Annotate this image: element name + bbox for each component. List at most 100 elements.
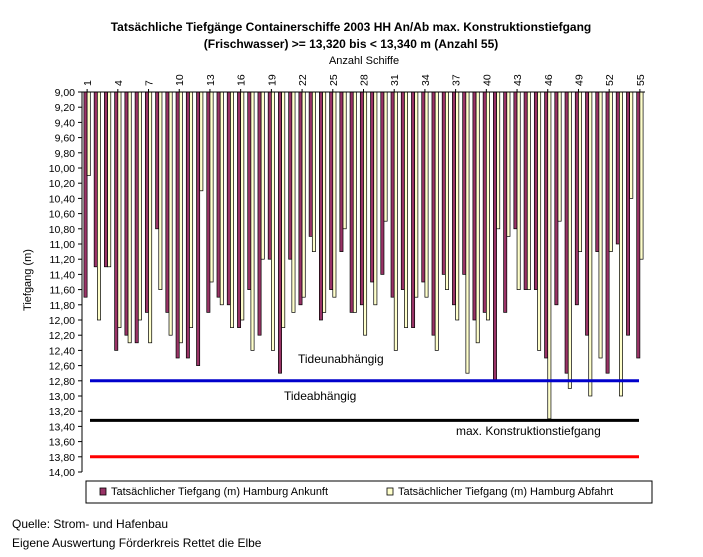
bar-ankunft-40: [482, 91, 487, 313]
chart-title-line1: Tatsächliche Tiefgänge Containerschiffe …: [111, 20, 592, 34]
x-tick-label: 19: [266, 74, 278, 86]
bar-abfahrt-27: [352, 91, 357, 313]
bar-ankunft-16: [237, 91, 242, 328]
bar-ankunft-31: [390, 91, 395, 298]
x-tick-label: 1: [82, 80, 94, 86]
y-tick-label: 13,00: [49, 391, 75, 403]
x-tick-label: 16: [236, 74, 248, 86]
bar-ankunft-36: [441, 91, 446, 275]
bar-abfahrt-39: [475, 91, 480, 344]
y-tick-label: 13,80: [49, 452, 75, 464]
bar-abfahrt-55: [639, 91, 644, 260]
bar-abfahrt-29: [373, 91, 378, 306]
bar-abfahrt-18: [260, 91, 265, 260]
y-tick-label: 14,00: [49, 467, 75, 479]
y-tick-label: 10,80: [49, 224, 75, 236]
bar-abfahrt-32: [404, 91, 408, 328]
y-tick-label: 11,40: [50, 269, 76, 281]
annotation-tideunabhaengig: Tideunabhängig: [298, 352, 384, 366]
bar-abfahrt-40: [485, 91, 490, 321]
bar-abfahrt-9: [168, 91, 173, 336]
y-tick-label: 10,20: [49, 178, 75, 190]
bar-ankunft-51: [595, 91, 600, 252]
bar-abfahrt-13: [209, 91, 214, 283]
y-tick-label: 12,40: [49, 345, 75, 357]
y-tick-label: 12,60: [49, 361, 75, 373]
bar-ankunft-41: [493, 91, 497, 382]
bar-abfahrt-53: [619, 91, 623, 397]
bar-abfahrt-2: [97, 91, 101, 321]
x-axis-label: Anzahl Schiffe: [329, 55, 399, 67]
y-tick-label: 12,80: [49, 376, 75, 388]
bar-ankunft-34: [421, 91, 426, 283]
bar-ankunft-38: [462, 91, 467, 275]
bar-abfahrt-50: [588, 91, 593, 397]
y-tick-label: 12,00: [49, 315, 75, 327]
bar-ankunft-37: [452, 91, 456, 306]
x-tick-label: 28: [359, 74, 371, 86]
bar-abfahrt-3: [107, 91, 112, 268]
bar-ankunft-47: [554, 91, 559, 306]
bar-abfahrt-28: [363, 91, 368, 336]
bar-ankunft-1: [83, 91, 88, 298]
bar-ankunft-30: [380, 91, 385, 275]
bar-ankunft-6: [134, 91, 139, 344]
bar-ankunft-21: [288, 91, 293, 260]
y-tick-label: 9,40: [55, 117, 76, 129]
y-tick-label: 13,60: [49, 437, 75, 449]
x-tick-label: 34: [420, 74, 432, 86]
bar-ankunft-46: [544, 91, 549, 359]
y-tick-label: 9,00: [55, 87, 76, 99]
legend-label-abfahrt: Tatsächlicher Tiefgang (m) Hamburg Abfah…: [398, 486, 613, 498]
bar-ankunft-7: [144, 91, 149, 313]
y-tick-label: 11,60: [50, 285, 76, 297]
bar-abfahrt-33: [414, 91, 419, 298]
source-line2: Eigene Auswertung Förderkreis Rettet die…: [12, 536, 262, 550]
bar-ankunft-4: [114, 91, 119, 351]
bar-abfahrt-8: [158, 91, 163, 290]
bar-abfahrt-48: [567, 91, 572, 389]
legend-label-ankunft: Tatsächlicher Tiefgang (m) Hamburg Ankun…: [111, 486, 328, 498]
x-tick-label: 10: [174, 74, 186, 86]
bar-ankunft-10: [175, 91, 180, 359]
bar-abfahrt-35: [434, 91, 439, 351]
bar-ankunft-5: [124, 91, 129, 336]
bar-ankunft-23: [308, 91, 313, 237]
bar-ankunft-55: [636, 91, 641, 359]
bar-ankunft-27: [349, 91, 354, 313]
y-tick-label: 13,40: [49, 421, 75, 433]
bar-ankunft-53: [615, 91, 620, 245]
bar-ankunft-26: [339, 91, 344, 252]
y-tick-label: 9,20: [55, 102, 76, 114]
bar-abfahrt-38: [465, 91, 470, 374]
bar-abfahrt-24: [322, 91, 327, 313]
x-tick-label: 25: [328, 74, 340, 86]
bar-ankunft-3: [104, 91, 108, 268]
bar-ankunft-11: [185, 91, 190, 359]
bar-ankunft-22: [298, 91, 303, 306]
y-tick-label: 13,20: [49, 406, 75, 418]
y-tick-label: 10,40: [49, 193, 75, 205]
bar-ankunft-8: [155, 91, 160, 230]
y-tick-label: 11,20: [50, 254, 76, 266]
bar-abfahrt-5: [127, 91, 132, 344]
x-tick-label: 7: [144, 80, 156, 86]
bar-ankunft-49: [574, 91, 579, 306]
bar-abfahrt-47: [557, 91, 562, 222]
bar-abfahrt-30: [383, 91, 388, 222]
x-tick-label: 13: [205, 74, 217, 86]
bar-abfahrt-21: [291, 91, 296, 313]
bar-ankunft-28: [359, 91, 364, 306]
bar-ankunft-19: [267, 91, 272, 260]
x-tick-label: 37: [451, 74, 463, 86]
bar-abfahrt-36: [445, 91, 449, 290]
bar-abfahrt-23: [311, 91, 316, 252]
bar-ankunft-39: [472, 91, 477, 321]
bar-ankunft-20: [278, 91, 282, 374]
y-tick-label: 11,00: [50, 239, 76, 251]
bar-abfahrt-37: [455, 91, 460, 321]
bar-ankunft-9: [165, 91, 170, 313]
bar-ankunft-32: [400, 91, 405, 290]
bar-abfahrt-54: [629, 91, 634, 199]
y-tick-label: 9,80: [55, 148, 76, 160]
